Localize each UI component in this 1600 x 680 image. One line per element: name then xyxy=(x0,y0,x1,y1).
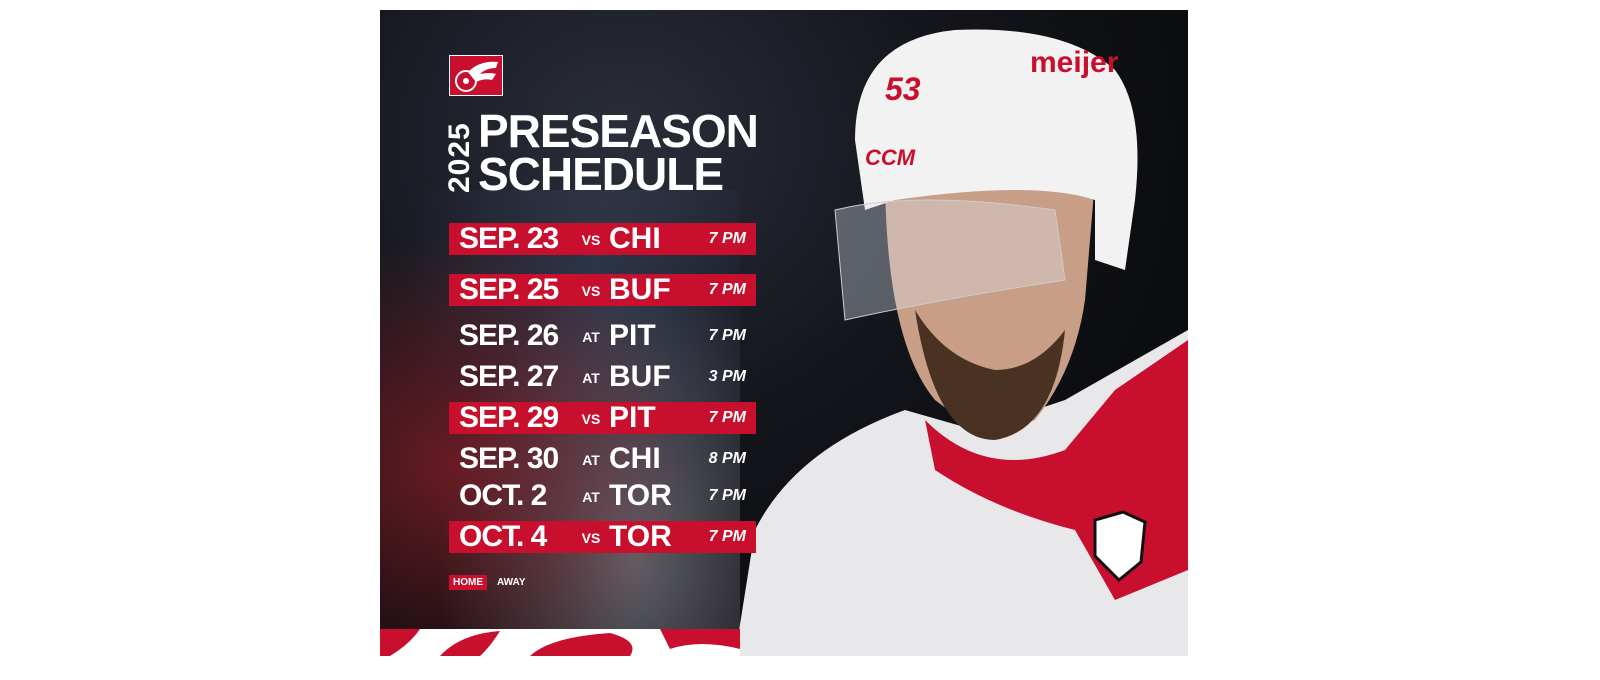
game-date: SEP. 29 xyxy=(459,401,559,434)
legend-home: HOME xyxy=(449,575,487,590)
game-date: OCT. 4 xyxy=(459,520,547,553)
game-venue-indicator: AT xyxy=(582,370,600,386)
game-opponent: TOR xyxy=(609,520,672,553)
nhl-shield-icon xyxy=(1093,510,1147,583)
game-time: 7 PM xyxy=(708,327,746,344)
page-title: PRESEASON SCHEDULE xyxy=(478,105,759,200)
game-venue-indicator: AT xyxy=(582,489,600,505)
helmet-brand: CCM xyxy=(865,145,916,170)
schedule-poster: 53 meijer CCM 2025 PRESEASON SCHEDULE SE… xyxy=(380,10,1188,656)
game-date: SEP. 30 xyxy=(459,442,559,475)
game-opponent: TOR xyxy=(609,479,672,512)
game-opponent: BUF xyxy=(609,273,671,306)
game-time: 7 PM xyxy=(708,528,746,545)
game-date: SEP. 27 xyxy=(459,360,559,393)
game-venue-indicator: AT xyxy=(582,452,600,468)
game-opponent: PIT xyxy=(609,319,656,352)
game-row: SEP. 27 AT BUF 3 PM xyxy=(449,361,756,393)
legend: HOME AWAY xyxy=(449,575,530,590)
game-row: SEP. 23 VS CHI 7 PM xyxy=(449,223,756,255)
game-time: 7 PM xyxy=(708,487,746,504)
helmet-number: 53 xyxy=(885,71,921,107)
game-time: 3 PM xyxy=(708,368,746,385)
game-date: SEP. 25 xyxy=(459,273,559,306)
game-opponent: CHI xyxy=(609,222,661,255)
game-opponent: BUF xyxy=(609,360,671,393)
game-date: OCT. 2 xyxy=(459,479,547,512)
game-opponent: CHI xyxy=(609,442,661,475)
game-date: SEP. 23 xyxy=(459,222,559,255)
title-line-1: PRESEASON xyxy=(478,105,759,157)
game-row: OCT. 2 AT TOR 7 PM xyxy=(449,480,756,512)
game-time: 8 PM xyxy=(708,450,746,467)
player-photo: 53 meijer CCM xyxy=(735,29,1188,656)
wing-pattern-band xyxy=(380,629,740,656)
game-venue-indicator: VS xyxy=(581,232,601,248)
title-line-2: SCHEDULE xyxy=(478,148,724,200)
legend-away: AWAY xyxy=(497,577,526,588)
game-venue-indicator: VS xyxy=(581,411,601,427)
game-time: 7 PM xyxy=(708,409,746,426)
game-row: SEP. 26 AT PIT 7 PM xyxy=(449,320,756,352)
red-wings-logo xyxy=(449,55,503,96)
game-row: SEP. 29 VS PIT 7 PM xyxy=(449,402,756,434)
game-date: SEP. 26 xyxy=(459,319,559,352)
game-venue-indicator: VS xyxy=(581,530,601,546)
game-row: SEP. 25 VS BUF 7 PM xyxy=(449,274,756,306)
game-opponent: PIT xyxy=(609,401,656,434)
game-time: 7 PM xyxy=(708,281,746,298)
game-time: 7 PM xyxy=(708,230,746,247)
season-year: 2025 xyxy=(443,122,476,193)
game-venue-indicator: AT xyxy=(582,329,600,345)
game-row: OCT. 4 VS TOR 7 PM xyxy=(449,521,756,553)
game-venue-indicator: VS xyxy=(581,283,601,299)
helmet-sponsor: meijer xyxy=(1030,46,1119,79)
game-row: SEP. 30 AT CHI 8 PM xyxy=(449,443,756,475)
